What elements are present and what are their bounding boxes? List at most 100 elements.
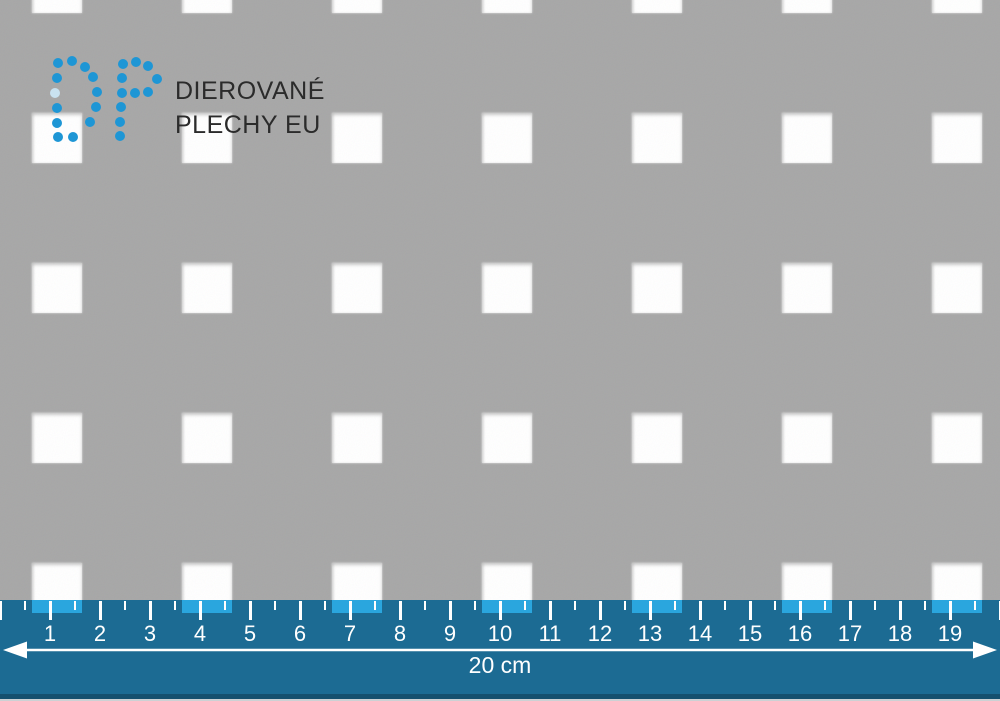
ruler-tick-minor [424,601,426,610]
square-hole [32,413,82,463]
ruler-number: 12 [587,621,613,646]
square-hole [632,413,682,463]
square-hole [332,113,382,163]
square-hole [632,263,682,313]
ruler-tick-minor [224,601,226,610]
square-hole [482,0,532,13]
ruler-bottom-edge [0,694,1000,699]
ruler-tick-minor [374,601,376,610]
ruler-tick-minor [574,601,576,610]
hole-highlight [32,600,82,613]
square-hole [932,113,982,163]
ruler-number: 1 [43,621,57,646]
ruler-tick-minor [874,601,876,610]
ruler-tick-major [98,601,102,620]
square-hole [32,563,82,600]
ruler-tick-major [248,601,252,620]
ruler-tick-major [598,601,602,620]
ruler-number: 3 [143,621,157,646]
ruler-tick-minor [624,601,626,610]
ruler-number: 5 [243,621,257,646]
ruler-tick-minor [724,601,726,610]
square-hole [32,0,82,13]
ruler-tick-minor [474,601,476,610]
square-hole [782,113,832,163]
ruler-tick-minor [274,601,276,610]
ruler-tick-major [698,601,702,620]
hole-highlight [932,600,982,613]
square-hole [32,113,82,163]
ruler-tick-minor [774,601,776,610]
square-hole [182,563,232,600]
ruler-number: 4 [193,621,207,646]
ruler-tick-minor [924,601,926,610]
ruler-tick-minor [524,601,526,610]
ruler-number: 16 [787,621,813,646]
square-hole [182,0,232,13]
arrowhead-right-icon [973,641,997,659]
ruler-tick-major [998,601,1000,620]
ruler-number: 6 [293,621,307,646]
ruler-base-line [0,699,1000,701]
ruler-tick-major [748,601,752,620]
square-hole [482,263,532,313]
ruler-tick-major [48,601,52,620]
sheet-plate [0,0,1000,600]
ruler-number: 9 [443,621,457,646]
ruler-tick-major [448,601,452,620]
square-hole [632,563,682,600]
ruler-tick-minor [74,601,76,610]
square-hole [782,413,832,463]
ruler-number: 7 [343,621,357,646]
ruler-tick-major [948,601,952,620]
ruler-number: 19 [937,621,963,646]
ruler-number: 17 [837,621,863,646]
ruler-tick-minor [324,601,326,610]
ruler-tick-minor [974,601,976,610]
ruler-tick-major [348,601,352,620]
ruler-number: 11 [538,621,562,646]
square-hole [632,113,682,163]
square-hole [782,563,832,600]
ruler-tick-major [848,601,852,620]
ruler-tick-minor [674,601,676,610]
dimension-label: 20 cm [468,652,532,678]
dimension-arrow [3,641,997,659]
ruler-number: 2 [93,621,107,646]
square-hole [632,0,682,13]
ruler-tick-major [898,601,902,620]
ruler-tick-major [398,601,402,620]
brand-name: DIEROVANÉ PLECHY EU [175,74,325,142]
square-hole [482,413,532,463]
square-hole [932,0,982,13]
ruler-tick-major [498,601,502,620]
ruler-tick-major [548,601,552,620]
ruler-number: 8 [393,621,407,646]
square-hole [932,563,982,600]
ruler-tick-minor [24,601,26,610]
square-hole [332,563,382,600]
ruler-number: 18 [887,621,913,646]
hole-highlight [782,600,832,613]
ruler-tick-major [298,601,302,620]
ruler-tick-major [798,601,802,620]
ruler-number: 10 [487,621,513,646]
hole-highlight [182,600,232,613]
ruler-number: 14 [687,621,713,646]
ruler-tick-minor [824,601,826,610]
square-hole [332,263,382,313]
ruler-number: 13 [637,621,663,646]
hole-highlight [482,600,532,613]
square-hole [482,563,532,600]
square-hole [32,263,82,313]
ruler-tick-major [148,601,152,620]
ruler-tick-major [648,601,652,620]
square-hole [332,413,382,463]
square-hole [182,413,232,463]
hole-highlight [332,600,382,613]
square-hole [932,413,982,463]
square-hole [482,113,532,163]
ruler: 20 cm 1 2 3 4 5 6 7 8 9 10 11 12 13 14 15 16 17 18 19 [0,600,1000,701]
brand-name-line1: DIEROVANÉ [175,77,325,105]
